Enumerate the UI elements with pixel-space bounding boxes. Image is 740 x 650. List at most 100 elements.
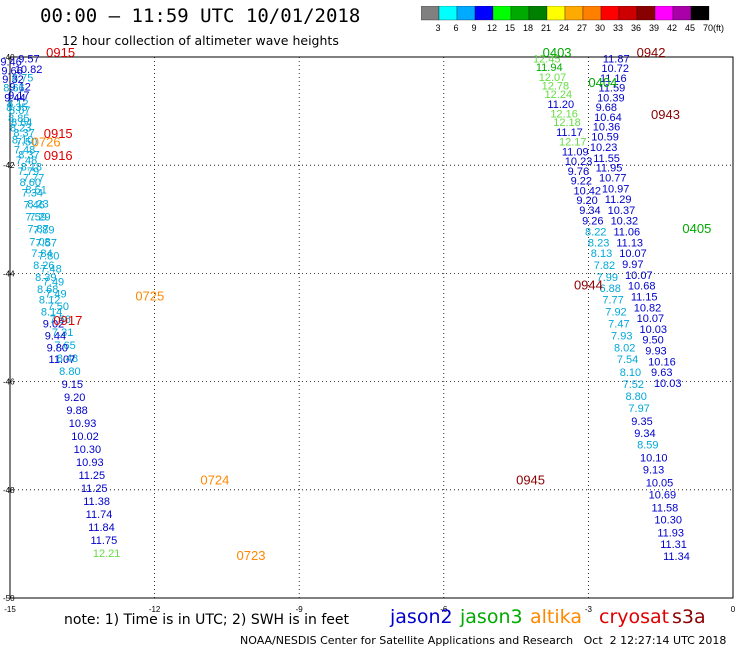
swh-value: 8.12: [39, 295, 60, 307]
scale-label: 70: [703, 23, 713, 33]
pass-time-label: 0404: [588, 75, 617, 90]
swh-value: 11.15: [631, 291, 658, 303]
swh-value: 12.24: [545, 89, 573, 101]
swh-value: 7.84: [31, 248, 52, 260]
swh-value: 9.44: [45, 330, 66, 342]
swh-value: 10.32: [611, 216, 639, 228]
swh-value: 10.97: [602, 183, 630, 195]
y-tick-label: -50: [3, 594, 15, 603]
swh-value: 10.77: [599, 172, 627, 184]
swh-value: 8.35: [6, 102, 27, 114]
swh-value: 10.68: [628, 281, 656, 293]
swh-value: 9.17: [8, 90, 29, 102]
swh-value: 8.80: [626, 391, 647, 403]
swh-value: 10.03: [654, 378, 682, 390]
swh-value: 9.68: [596, 102, 617, 114]
y-tick-label: -42: [3, 161, 15, 170]
swh-value: 7.97: [628, 403, 649, 415]
swh-value: 12.16: [550, 109, 578, 121]
swh-value: 7.54: [617, 354, 638, 366]
swh-value: 11.06: [613, 227, 640, 239]
swh-value: 10.82: [634, 302, 662, 314]
swh-value: 8.51: [25, 184, 46, 196]
swh-value: 7.31: [52, 327, 73, 339]
swh-value: 10.64: [594, 112, 622, 124]
swh-value: 8.23: [27, 198, 48, 210]
swh-value: 7.99: [597, 272, 618, 284]
swh-value: 8.66: [3, 83, 24, 95]
swh-value: 11.09: [562, 146, 589, 158]
pass-time-label: 0724: [200, 472, 229, 487]
scale-label: 30: [595, 23, 605, 33]
swh-value: 10.07: [637, 313, 665, 325]
swh-value: 7.48: [40, 263, 61, 275]
pass-time-label: 0943: [651, 107, 680, 122]
swh-value: 8.39: [35, 272, 56, 284]
swh-value: 8.37: [13, 128, 34, 140]
swh-value: 7.50: [48, 301, 69, 313]
swh-value: 7.49: [43, 276, 64, 288]
swh-value: 10.23: [565, 156, 593, 168]
x-tick-label: -12: [149, 605, 161, 614]
scale-label: 15: [505, 23, 515, 33]
y-tick-label: -44: [3, 269, 15, 278]
swh-value: 8.59: [637, 440, 658, 452]
swh-value: 8.23: [10, 123, 31, 135]
y-tick-label: -40: [3, 53, 15, 62]
swh-value: 7.46: [23, 199, 44, 211]
swh-value: 11.34: [663, 551, 690, 563]
swh-value: 10.02: [71, 431, 99, 443]
swh-value: 11.93: [657, 527, 684, 539]
swh-value: 11.58: [652, 502, 679, 514]
map-axis-ticks: -15 -12 -9 -6 -3 0 -40 -42 -44 -46 -48 -50: [3, 53, 736, 614]
swh-value: 10.05: [646, 478, 674, 490]
x-tick-label: -9: [296, 605, 304, 614]
swh-value: 11.25: [78, 470, 105, 482]
swh-value: 7.49: [45, 289, 66, 301]
legend-cryosat: cryosat: [599, 606, 670, 628]
swh-value: 9.50: [642, 335, 663, 347]
pass-time-label: 0725: [135, 288, 164, 303]
swh-value: 11.74: [86, 509, 113, 521]
swh-value: 7.87: [27, 223, 48, 235]
swh-value: 9.46: [0, 57, 21, 69]
pass-time-label: 0916: [44, 148, 73, 163]
swh-value: 8.14: [41, 307, 62, 319]
legend-s3a: s3a: [672, 606, 706, 628]
wave-height-values: 9.5710.828.759.129.178.128.078.648.377.5…: [0, 53, 689, 563]
swh-value: 7.57: [36, 237, 57, 249]
swh-value: 10.42: [573, 185, 601, 197]
swh-value: 10.69: [649, 489, 677, 501]
swh-value: 8.02: [614, 342, 635, 354]
swh-value: 9.32: [2, 74, 23, 86]
swh-value: 11.13: [616, 237, 643, 249]
swh-value: 10.30: [74, 444, 102, 456]
swh-value: 8.75: [12, 72, 33, 84]
legend-altika: altika: [530, 606, 582, 628]
swh-value: 7.48: [16, 155, 37, 167]
swh-value: 12.21: [93, 548, 121, 560]
swh-value: 10.37: [608, 205, 636, 217]
swh-value: 8.64: [11, 117, 32, 129]
swh-value: 8.26: [33, 260, 54, 272]
swh-value: 11.87: [603, 53, 630, 65]
swh-value: 10.93: [69, 418, 97, 430]
scale-label: 3: [435, 23, 440, 33]
legend-jason3: jason3: [460, 606, 523, 628]
scale-label: 12: [487, 23, 497, 33]
pass-time-label: 0405: [682, 221, 711, 236]
swh-value: 10.93: [76, 457, 104, 469]
footer-note: note: 1) Time is in UTC; 2) SWH is in fe…: [64, 612, 350, 628]
swh-value: 11.94: [536, 62, 563, 74]
y-tick-label: -46: [3, 378, 15, 387]
swh-value: 9.26: [582, 216, 603, 228]
swh-value: 7.52: [623, 379, 644, 391]
swh-value: 11.59: [599, 83, 626, 95]
swh-value: 8.22: [585, 227, 606, 239]
swh-value: 9.35: [631, 416, 652, 428]
swh-value: 7.82: [594, 260, 615, 272]
scale-label: 36: [631, 23, 641, 33]
x-tick-label: -15: [4, 605, 16, 614]
pass-time-label: 0942: [637, 45, 666, 60]
